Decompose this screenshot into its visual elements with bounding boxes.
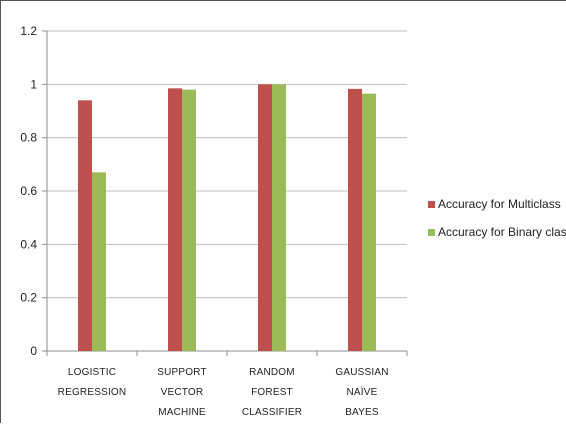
y-tick-label: 0 [30,344,37,358]
gridlines [47,30,407,299]
x-category-label: RANDOM [249,367,295,378]
y-tick-label: 1 [30,77,37,91]
x-category-label: VECTOR [161,387,204,398]
bar-multiclass [258,84,272,351]
y-tick-label: 1.2 [20,24,37,38]
legend-label: Accuracy for Binary class [438,225,566,239]
bar-binary-class [272,84,286,351]
bar-binary-class [362,93,376,352]
y-tick-label: 0.6 [20,184,37,198]
legend-swatch [428,229,435,236]
y-tick-label: 0.4 [20,237,37,251]
axes [42,30,408,356]
bar-multiclass [78,100,92,351]
x-category-label: NAÏVE [346,386,377,398]
legend: Accuracy for Multiclass Accuracy for Bina… [428,197,566,239]
bar-multiclass [168,88,182,351]
x-category-label: MACHINE [158,407,206,418]
x-category-label: SUPPORT [157,367,207,378]
bars [78,84,376,352]
x-category-label: REGRESSION [58,387,127,398]
bar-multiclass [348,88,362,351]
x-category-label: BAYES [345,407,379,418]
x-category-label: FOREST [251,387,293,398]
bar-binary-class [92,172,106,351]
x-category-label: LOGISTIC [68,367,116,378]
x-category-label: CLASSIFIER [242,407,302,418]
x-tick-labels: LOGISTIC REGRESSION SUPPORT VECTOR MACHINE RA… [58,367,389,418]
legend-swatch [428,201,435,208]
y-tick-label: 0.2 [20,291,37,305]
y-tick-labels: 0 0.2 0.4 0.6 0.8 1 1.2 [20,24,37,358]
bar-binary-class [182,89,196,352]
y-tick-label: 0.8 [20,131,37,145]
x-category-label: GAUSSIAN [335,367,388,378]
legend-label: Accuracy for Multiclass [438,197,561,211]
